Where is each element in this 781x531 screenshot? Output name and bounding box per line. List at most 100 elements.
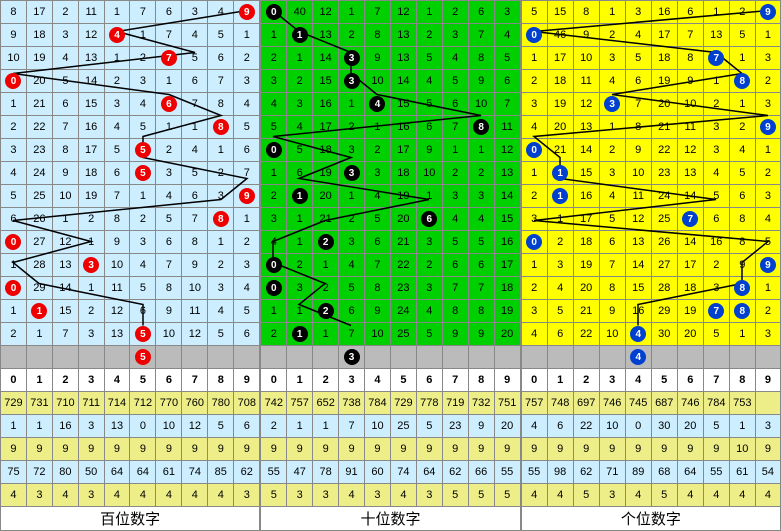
stat-cell: 55 [261,461,287,484]
stat-cell: 9 [26,438,52,461]
cell: 7 [339,323,365,346]
cell: 1 [78,277,104,300]
stat-cell: 780 [208,392,234,415]
lottery-trend-chart: 8172111763499183124174511019413127562020… [0,0,781,531]
cell [573,346,599,369]
cell: 0 [261,1,287,24]
stat-cell: 9 [416,438,442,461]
cell: 13 [703,24,729,47]
cell: 7 [703,300,729,323]
cell: 1 [1,300,27,323]
cell: 3 [261,208,287,231]
cell: 17 [390,139,416,162]
cell: 5 [416,47,442,70]
stat-cell: 54 [755,461,780,484]
stat-cell: 9 [208,438,234,461]
cell: 8 [208,208,234,231]
cell: 3 [52,24,78,47]
stat-cell: 738 [339,392,365,415]
stat-cell: 3 [313,484,339,507]
cell: 7 [677,24,703,47]
cell: 9 [104,231,130,254]
stat-cell: 4 [755,484,780,507]
ball-red: 0 [5,280,21,296]
cell: 20 [651,93,677,116]
cell: 9 [156,300,182,323]
stat-cell: 760 [182,392,208,415]
cell: 12 [390,1,416,24]
cell: 4 [625,24,651,47]
cell: 1 [261,162,287,185]
stat-cell: 2 [261,415,287,438]
stat-cell: 55 [521,461,547,484]
stat-cell: 778 [416,392,442,415]
cell: 19 [313,162,339,185]
cell: 5 [1,185,27,208]
cell: 3 [156,162,182,185]
ball-bluec: 8 [734,280,750,296]
cell: 21 [547,139,573,162]
stat-cell: 746 [599,392,625,415]
cell: 8 [208,93,234,116]
cell: 3 [234,254,260,277]
cell: 3 [599,47,625,70]
stat-cell: 3 [755,415,780,438]
stat-cell: 9 [390,438,416,461]
ball-black: 1 [292,326,308,342]
cell: 7 [156,24,182,47]
cell: 21 [390,231,416,254]
cell: 4 [261,231,287,254]
cell: 3 [104,93,130,116]
cell: 9 [365,47,391,70]
ball-red: 5 [135,349,151,365]
cell [703,346,729,369]
header-cell: 8 [729,369,755,392]
cell: 16 [625,300,651,323]
cell: 15 [78,93,104,116]
header-cell: 0 [521,369,547,392]
cell: 8 [156,277,182,300]
cell: 4 [365,93,391,116]
cell: 1 [365,116,391,139]
stat-cell: 23 [442,415,468,438]
cell: 6 [442,254,468,277]
cell: 27 [26,231,52,254]
stat-cell: 746 [677,392,703,415]
cell: 13 [313,24,339,47]
cell: 3 [339,70,365,93]
stat-cell: 5 [261,484,287,507]
header-cell: 3 [339,369,365,392]
cell [52,346,78,369]
cell: 2 [599,139,625,162]
cell: 21 [26,93,52,116]
stat-cell: 5 [703,415,729,438]
cell: 1 [599,1,625,24]
cell: 19 [651,70,677,93]
cell: 5 [547,300,573,323]
cell: 4 [1,162,27,185]
cell: 6 [365,231,391,254]
cell: 9 [755,254,780,277]
ball-black: 0 [266,280,282,296]
cell: 19 [26,47,52,70]
stat-cell: 4 [182,484,208,507]
cell: 10 [52,185,78,208]
cell: 4 [287,116,313,139]
cell: 2 [416,254,442,277]
stat-cell: 9 [130,438,156,461]
cell: 3 [339,231,365,254]
cell: 0 [521,231,547,254]
ball-black: 1 [292,27,308,43]
cell: 12 [313,1,339,24]
stat-cell: 10 [156,415,182,438]
cell: 1 [130,185,156,208]
cell: 1 [104,47,130,70]
cell: 4 [703,162,729,185]
cell: 6 [156,93,182,116]
stat-cell: 80 [52,461,78,484]
stat-cell: 3 [78,484,104,507]
cell: 8 [625,116,651,139]
cell: 6 [208,47,234,70]
cell: 10 [599,323,625,346]
header-cell: 1 [547,369,573,392]
